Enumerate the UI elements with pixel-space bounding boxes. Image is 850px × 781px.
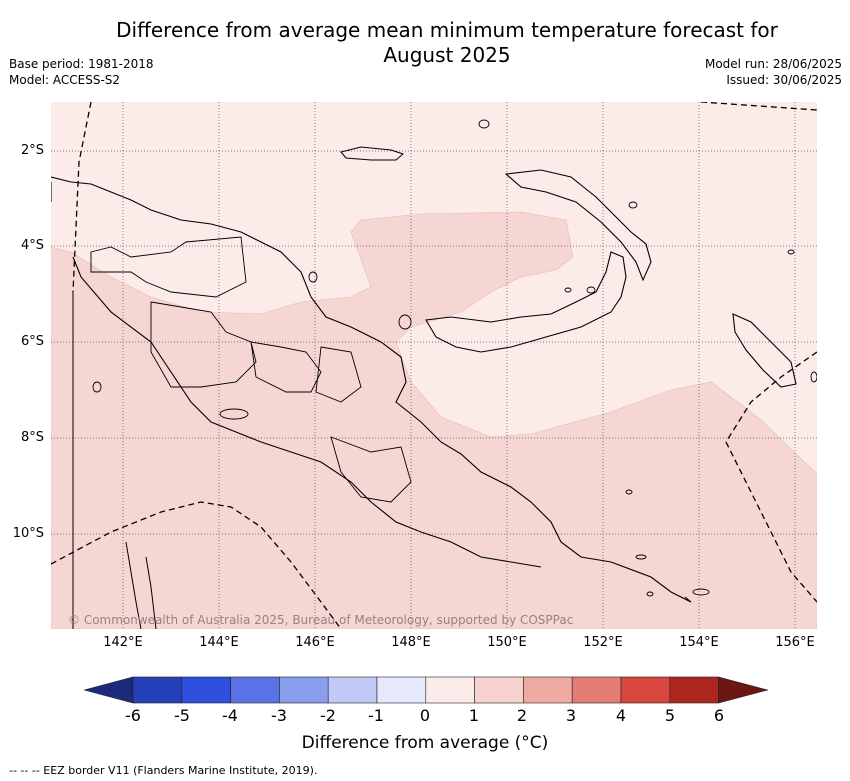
colorbar-tick: 1 — [468, 706, 480, 725]
colorbar-cell — [279, 676, 329, 704]
colorbar-cell — [523, 676, 573, 704]
colorbar-cell — [669, 676, 719, 704]
lat-label: 8°S — [20, 430, 44, 445]
lat-label: 10°S — [12, 526, 44, 541]
colorbar-extend-low — [84, 676, 134, 704]
base-period: Base period: 1981-2018 — [9, 57, 154, 71]
colorbar-cell — [571, 676, 622, 704]
anomaly-high-region — [51, 211, 817, 629]
manus-island — [340, 146, 404, 161]
footer-legend: -- -- -- EEZ border V11 (Flanders Marine… — [9, 764, 318, 777]
colorbar-tick: -4 — [222, 706, 238, 725]
colorbar-tick: 4 — [615, 706, 627, 725]
colorbar-cell — [132, 676, 183, 704]
colorbar-tick: -3 — [271, 706, 287, 725]
colorbar-tick: 5 — [664, 706, 676, 725]
bougainville-coast — [732, 313, 797, 388]
provincial-boundaries — [90, 236, 412, 503]
lon-label: 152°E — [583, 635, 623, 650]
copyright-text: © Commonwealth of Australia 2025, Bureau… — [68, 613, 574, 627]
new-ireland-coast — [504, 169, 652, 282]
australia-cape-york — [125, 541, 157, 629]
colorbar-cell — [230, 676, 280, 704]
colorbar — [84, 676, 768, 704]
lon-label: 156°E — [775, 635, 815, 650]
model-name: Model: ACCESS-S2 — [9, 73, 121, 87]
lon-label: 144°E — [199, 635, 239, 650]
colorbar-tick: -2 — [320, 706, 336, 725]
colorbar-tick: -1 — [368, 706, 384, 725]
colorbar-tick: -5 — [174, 706, 190, 725]
lat-label: 6°S — [20, 334, 44, 349]
lon-label: 150°E — [487, 635, 527, 650]
small-islands — [92, 119, 817, 597]
lat-label: 2°S — [20, 143, 44, 158]
issued-date: Issued: 30/06/2025 — [726, 73, 842, 87]
map-svg — [51, 102, 817, 629]
eez-borders — [51, 102, 817, 629]
colorbar-tick: 6 — [713, 706, 725, 725]
colorbar-tick: 0 — [419, 706, 431, 725]
colorbar-cell — [181, 676, 231, 704]
colorbar-title: Difference from average (°C) — [301, 733, 549, 753]
new-britain-coast — [425, 251, 627, 353]
png-mainland-coast — [51, 176, 692, 603]
title-line-1: Difference from average mean minimum tem… — [116, 18, 778, 42]
title-line-2: August 2025 — [383, 43, 511, 67]
colorbar-cell — [376, 676, 427, 704]
model-run: Model run: 28/06/2025 — [704, 57, 842, 71]
colorbar-cell — [620, 676, 671, 704]
colorbar-cell — [327, 676, 378, 704]
colorbar-cell — [474, 676, 524, 704]
colorbar-tick: -6 — [125, 706, 141, 725]
meta-left: Base period: 1981-2018 Model: ACCESS-S2 — [9, 56, 154, 88]
graticule — [51, 102, 817, 629]
lon-label: 148°E — [391, 635, 431, 650]
meta-right: Model run: 28/06/2025 Issued: 30/06/2025 — [705, 56, 842, 88]
map-title: Difference from average mean minimum tem… — [0, 18, 850, 68]
lon-label: 154°E — [679, 635, 719, 650]
map-area — [51, 102, 817, 629]
colorbar-extend-high — [718, 676, 768, 704]
colorbar-tick: 2 — [516, 706, 528, 725]
lon-label: 142°E — [103, 635, 143, 650]
colorbar-tick: 3 — [565, 706, 577, 725]
colorbar-cell — [425, 676, 475, 704]
lon-label: 146°E — [295, 635, 335, 650]
lat-label: 4°S — [20, 238, 44, 253]
